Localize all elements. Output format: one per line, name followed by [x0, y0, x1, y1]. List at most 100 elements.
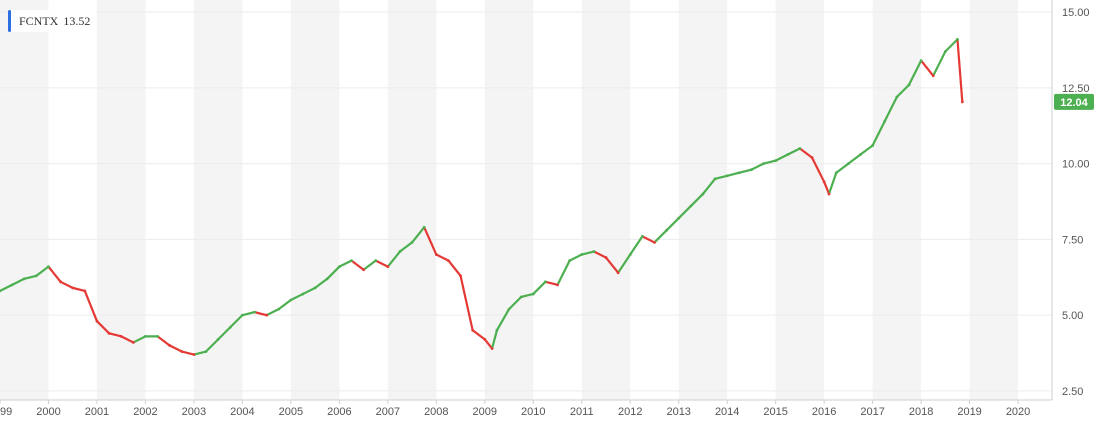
legend[interactable]: FCNTX 13.52: [8, 10, 97, 32]
y-tick-label: 12.50: [1062, 83, 1090, 95]
series-segment: [326, 265, 341, 280]
data-point: [774, 159, 778, 163]
series-segment: [604, 256, 620, 274]
x-tick-label: 2014: [715, 406, 739, 418]
data-point: [95, 319, 99, 323]
x-tick-label: 2007: [376, 406, 400, 418]
data-point: [798, 147, 802, 150]
series-segment: [168, 344, 183, 353]
series-segment: [83, 289, 99, 323]
data-point: [216, 337, 220, 341]
data-point: [180, 350, 184, 353]
series-segment: [762, 159, 777, 165]
series-segment: [362, 259, 377, 271]
year-band: [96, 0, 146, 400]
year-band: [678, 0, 728, 400]
x-tick-label: 2015: [763, 406, 787, 418]
data-point: [883, 119, 887, 123]
legend-symbol: FCNTX: [19, 13, 59, 28]
series-segment: [495, 307, 511, 332]
series-segment: [423, 226, 438, 256]
x-tick-label: 2013: [666, 406, 690, 418]
data-point: [943, 50, 947, 53]
data-point: [47, 265, 50, 269]
series-segment: [653, 229, 668, 244]
data-point: [253, 310, 256, 314]
data-point: [83, 289, 87, 293]
y-axis: 2.50 5.00 7.50 10.00 12.50 15.00: [1062, 7, 1090, 398]
data-point: [640, 234, 644, 238]
x-tick-label: 2020: [1006, 406, 1030, 418]
data-point: [10, 283, 14, 287]
data-point: [398, 250, 402, 253]
data-point: [871, 144, 875, 147]
data-point: [750, 168, 753, 172]
series-segment: [810, 156, 826, 183]
series-segment: [786, 147, 802, 156]
data-point: [483, 337, 487, 341]
x-axis: 99 2000 2001 2002 2003 2004 2005 2006 2007 2008 20…: [0, 400, 1030, 418]
series-segment: [11, 277, 26, 286]
x-tick-label: 2011: [570, 406, 594, 418]
data-point: [410, 241, 414, 244]
year-band: [290, 0, 340, 400]
data-point: [653, 241, 656, 244]
x-tick-label: 2001: [85, 406, 109, 418]
series-segment: [823, 180, 831, 196]
data-point: [265, 313, 269, 317]
year-band: [581, 0, 631, 400]
data-point: [119, 334, 123, 338]
data-point: [459, 274, 462, 278]
data-point: [604, 256, 608, 259]
year-bands: [0, 0, 1019, 400]
data-point: [490, 347, 494, 350]
series-segment: [956, 38, 964, 103]
series-segment: [0, 283, 14, 293]
x-tick-label: 2010: [521, 406, 545, 418]
series-segment: [701, 177, 717, 196]
data-point: [22, 277, 26, 281]
data-point: [859, 153, 862, 156]
data-point: [350, 259, 353, 263]
data-point: [665, 228, 668, 232]
series-segment: [410, 226, 426, 244]
data-point: [34, 274, 38, 278]
data-point: [531, 292, 535, 296]
series-segment: [920, 59, 935, 77]
year-band: [484, 0, 534, 400]
data-point: [616, 271, 620, 275]
data-point: [325, 277, 329, 281]
data-point: [59, 280, 62, 284]
series-segment: [798, 147, 814, 159]
x-tick-label: 2002: [133, 406, 157, 418]
series-segment: [592, 250, 608, 259]
series-segment: [314, 277, 329, 289]
series-segment: [204, 338, 220, 353]
data-point: [434, 253, 438, 256]
x-tick-label: 2003: [182, 406, 206, 418]
series-segment: [859, 144, 874, 156]
series-segment: [871, 120, 886, 147]
x-tick-label: 2018: [909, 406, 933, 418]
series-segment: [459, 274, 474, 332]
x-tick-label: 2005: [279, 406, 303, 418]
data-point: [895, 95, 899, 99]
data-point: [701, 192, 705, 196]
data-point: [519, 295, 523, 299]
series-segment: [726, 171, 741, 177]
series-segment: [374, 259, 389, 268]
grid-lines: [0, 0, 1053, 401]
data-point: [337, 265, 341, 269]
data-point: [786, 153, 790, 156]
last-value-box: [1054, 93, 1094, 110]
data-point: [374, 259, 378, 263]
data-point: [713, 177, 717, 181]
series-segment: [544, 280, 559, 286]
series-segment: [71, 286, 86, 293]
x-tick-label: 2009: [473, 406, 497, 418]
series-segment: [580, 250, 595, 256]
x-tick-label: 2008: [424, 406, 448, 418]
data-point: [228, 325, 232, 329]
data-point: [313, 286, 317, 290]
year-band: [969, 0, 1019, 400]
